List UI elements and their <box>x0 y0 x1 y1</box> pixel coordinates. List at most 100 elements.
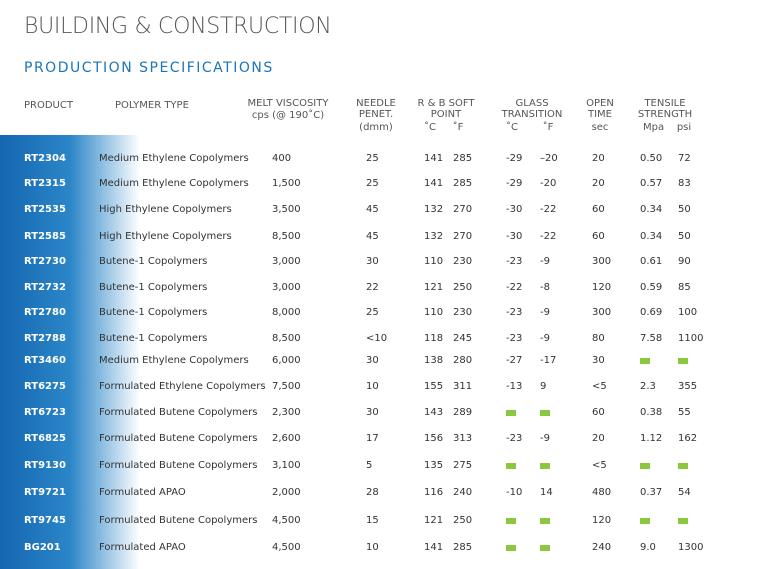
cell: 20 <box>592 433 605 444</box>
cell: 60 <box>592 407 605 418</box>
cell: 250 <box>453 515 473 526</box>
cell: 110 <box>424 256 444 267</box>
cell: 135 <box>424 460 444 471</box>
cell: -22 <box>540 231 557 242</box>
cell: Formulated Butene Copolymers <box>99 515 258 526</box>
cell: 20 <box>592 153 605 164</box>
cell: 132 <box>424 204 444 215</box>
product-name: RT2315 <box>24 178 66 189</box>
cell: 270 <box>453 204 473 215</box>
cell: 0.57 <box>640 178 663 189</box>
cell: 143 <box>424 407 444 418</box>
cell: 285 <box>453 178 473 189</box>
cell: -23 <box>506 433 523 444</box>
cell: <5 <box>592 460 607 471</box>
column-header: MELT VISCOSITY <box>247 98 329 109</box>
cell: Formulated Ethylene Copolymers <box>99 381 266 392</box>
missing-marker <box>506 518 516 524</box>
cell: 4,500 <box>272 542 301 553</box>
cell: 138 <box>424 355 444 366</box>
cell: High Ethylene Copolymers <box>99 231 232 242</box>
cell: 480 <box>592 487 612 498</box>
cell: 116 <box>424 487 444 498</box>
cell: 3,000 <box>272 256 301 267</box>
column-header: POLYMER TYPE <box>115 100 189 111</box>
product-name: RT6275 <box>24 381 66 392</box>
cell: <5 <box>592 381 607 392</box>
cell: 28 <box>366 487 379 498</box>
product-name: RT2788 <box>24 333 66 344</box>
cell: 155 <box>424 381 444 392</box>
column-header: PRODUCT <box>24 100 73 111</box>
missing-marker <box>640 463 650 469</box>
cell: -9 <box>540 307 550 318</box>
cell: Formulated Butene Copolymers <box>99 433 258 444</box>
product-name: RT9130 <box>24 460 66 471</box>
cell: <10 <box>366 333 388 344</box>
unit-header: psi <box>676 122 692 133</box>
cell: -23 <box>506 307 523 318</box>
cell: 80 <box>592 333 605 344</box>
cell: 85 <box>678 282 691 293</box>
cell: 1300 <box>678 542 704 553</box>
missing-marker <box>678 358 688 364</box>
cell: -22 <box>540 204 557 215</box>
cell: Butene-1 Copolymers <box>99 333 208 344</box>
cell: 2.3 <box>640 381 656 392</box>
cell: 4,500 <box>272 515 301 526</box>
cell: 311 <box>453 381 473 392</box>
cell: 0.34 <box>640 204 663 215</box>
product-name: RT2304 <box>24 153 66 164</box>
cell: -23 <box>506 333 523 344</box>
cell: 1100 <box>678 333 704 344</box>
cell: Butene-1 Copolymers <box>99 282 208 293</box>
cell: 54 <box>678 487 691 498</box>
cell: 1,500 <box>272 178 301 189</box>
missing-marker <box>506 463 516 469</box>
cell: -13 <box>506 381 523 392</box>
cell: 162 <box>678 433 698 444</box>
missing-marker <box>640 518 650 524</box>
cell: 3,000 <box>272 282 301 293</box>
unit-header: ˚F <box>542 122 554 133</box>
missing-marker <box>540 518 550 524</box>
cell: 2,000 <box>272 487 301 498</box>
column-header: NEEDLE PENET. <box>356 98 396 120</box>
cell: 0.34 <box>640 231 663 242</box>
cell: 118 <box>424 333 444 344</box>
cell: 25 <box>366 307 379 318</box>
unit-header: ˚C <box>506 122 518 133</box>
cell: 2,300 <box>272 407 301 418</box>
cell: Butene-1 Copolymers <box>99 307 208 318</box>
cell: -22 <box>506 282 523 293</box>
product-name: RT6825 <box>24 433 66 444</box>
cell: 0.61 <box>640 256 663 267</box>
unit-header: Mpa <box>643 122 665 133</box>
cell: 285 <box>453 542 473 553</box>
cell: 0.50 <box>640 153 663 164</box>
missing-marker <box>540 545 550 551</box>
cell: -30 <box>506 231 523 242</box>
cell: 289 <box>453 407 473 418</box>
cell: Formulated APAO <box>99 542 186 553</box>
product-name: RT6723 <box>24 407 66 418</box>
cell: 5 <box>366 460 373 471</box>
missing-marker <box>506 410 516 416</box>
column-subheader: sec <box>591 122 609 133</box>
cell: -9 <box>540 256 550 267</box>
cell: 14 <box>540 487 553 498</box>
cell: 3,100 <box>272 460 301 471</box>
cell: 275 <box>453 460 473 471</box>
missing-marker <box>640 358 650 364</box>
cell: 121 <box>424 515 444 526</box>
cell: 110 <box>424 307 444 318</box>
missing-marker <box>678 518 688 524</box>
cell: 285 <box>453 153 473 164</box>
cell: 1.12 <box>640 433 663 444</box>
cell: 270 <box>453 231 473 242</box>
missing-marker <box>506 545 516 551</box>
cell: 0.37 <box>640 487 663 498</box>
cell: Formulated Butene Copolymers <box>99 460 258 471</box>
unit-header: ˚C <box>424 122 436 133</box>
cell: 132 <box>424 231 444 242</box>
